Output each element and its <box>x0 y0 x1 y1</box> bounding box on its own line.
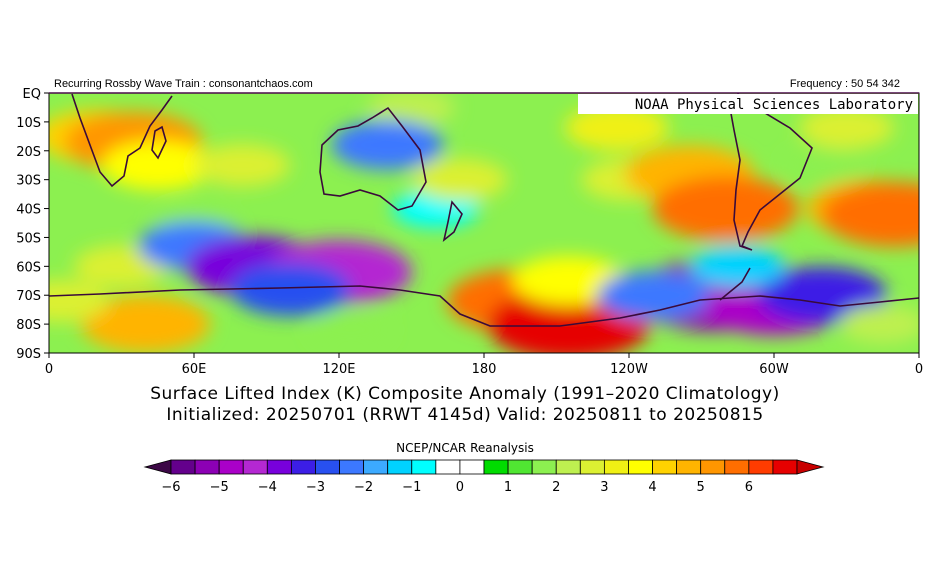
longitude-axis: 0 60E 120E 180 120W 60W 0 <box>45 353 923 377</box>
chart-title: Surface Lifted Index (K) Composite Anoma… <box>150 384 780 404</box>
anomaly-region <box>311 312 391 348</box>
colorbar-swatch <box>531 459 557 475</box>
madagascar-outline <box>151 125 167 160</box>
lat-tick-label: 70S <box>16 289 41 304</box>
lat-tick-label: 80S <box>16 318 41 333</box>
colorbar-swatch <box>218 459 244 475</box>
colorbar-tick-label: 3 <box>600 480 608 495</box>
colorbar-tick-label: 6 <box>745 480 753 495</box>
colorbar-swatch <box>700 459 726 475</box>
lon-tick-label: 120E <box>322 362 355 377</box>
colorbar-swatch <box>724 459 750 475</box>
lat-tick-label: 50S <box>16 231 41 246</box>
colorbar-swatch <box>507 459 533 475</box>
colorbar-swatch <box>363 459 389 475</box>
anomaly-region <box>368 93 455 127</box>
colorbar-swatch <box>290 459 316 475</box>
colorbar-swatch <box>628 459 653 475</box>
anomaly-region <box>798 106 895 149</box>
lat-tick-label: 40S <box>16 203 41 218</box>
anomaly-region <box>412 158 508 201</box>
lab-label: NOAA Physical Sciences Laboratory <box>635 97 913 113</box>
colorbar-tick-label: 0 <box>456 480 464 495</box>
lat-tick-label: EQ <box>23 87 41 102</box>
latitude-axis: EQ 10S 20S 30S 40S 50S 60S 70S 80S 90S <box>16 87 49 362</box>
lon-tick-label: 60W <box>759 362 789 377</box>
anomaly-region <box>331 120 444 170</box>
colorbar-swatch <box>411 459 437 475</box>
colorbar-swatch <box>652 459 678 475</box>
colorbar-swatch <box>194 459 220 475</box>
lat-tick-label: 60S <box>16 260 41 275</box>
colorbar-tick-label: 1 <box>504 480 512 495</box>
colorbar-swatch <box>579 459 605 475</box>
colorbar-tick-label: −5 <box>210 480 229 495</box>
lat-tick-label: 10S <box>16 116 41 131</box>
land-outlines <box>49 93 919 327</box>
lon-tick-label: 0 <box>45 362 53 377</box>
colorbar-swatch <box>387 459 413 475</box>
colorbar-swatch <box>772 459 798 475</box>
australia-outline <box>319 106 427 211</box>
colorbar-low-arrow <box>143 459 172 475</box>
colorbar-swatch <box>483 459 509 475</box>
colorbar-swatch <box>459 459 485 475</box>
lat-tick-label: 90S <box>16 347 41 362</box>
colorbar-tick-label: −3 <box>306 480 325 495</box>
lat-tick-label: 20S <box>16 145 41 160</box>
anomaly-region <box>230 262 352 317</box>
colorbar-tick-label: −1 <box>402 480 421 495</box>
lon-tick-label: 0 <box>915 362 923 377</box>
colorbar-swatch <box>603 459 629 475</box>
lon-tick-label: 120W <box>610 362 648 377</box>
lon-tick-label: 180 <box>472 362 497 377</box>
colorbar-tick-label: −4 <box>258 480 277 495</box>
anomaly-region <box>757 266 887 324</box>
anomaly-region <box>839 304 919 344</box>
colorbar-swatch <box>242 459 268 475</box>
lon-tick-label: 60E <box>182 362 207 377</box>
colorbar-swatch <box>555 459 581 475</box>
colorbar-swatch <box>748 459 774 475</box>
colorbar-tick-label: 4 <box>648 480 656 495</box>
colorbar-swatch <box>266 459 292 475</box>
anomaly-region <box>690 245 786 288</box>
colorbar-swatch <box>435 459 461 475</box>
anomaly-region <box>597 270 710 320</box>
anomaly-region <box>783 147 862 183</box>
colorbar-swatch <box>676 459 702 475</box>
antarctica-coast <box>49 285 919 327</box>
antarctic-peninsula-outline <box>719 267 751 301</box>
colorbar: −6 −5 −4 −3 −2 −1 0 1 2 3 4 5 6 <box>143 459 825 495</box>
lab-label-box <box>578 94 918 114</box>
colorbar-swatch <box>170 459 196 475</box>
source-label: Recurring Rossby Wave Train : consonantc… <box>54 78 313 90</box>
anomaly-region <box>194 144 290 187</box>
anomaly-region <box>49 280 109 322</box>
colorbar-tick-label: −6 <box>161 480 180 495</box>
colorbar-swatch <box>315 459 340 475</box>
south-america-outline <box>729 93 813 251</box>
frequency-label: Frequency : 50 54 342 <box>789 78 900 90</box>
africa-outline <box>71 93 173 188</box>
colorbar-tick-label: 2 <box>552 480 560 495</box>
colorbar-high-arrow <box>796 459 825 475</box>
colorbar-title: NCEP/NCAR Reanalysis <box>396 441 534 455</box>
colorbar-tick-label: −2 <box>354 480 373 495</box>
anomaly-region <box>652 176 799 241</box>
anomaly-region <box>101 140 214 190</box>
colorbar-tick-label: 5 <box>697 480 705 495</box>
anomaly-region <box>512 256 625 306</box>
colorbar-swatch <box>339 459 365 475</box>
anomaly-region <box>821 182 919 247</box>
lat-tick-label: 30S <box>16 174 41 189</box>
anomaly-region <box>81 295 211 353</box>
chart-subtitle: Initialized: 20250701 (RRWT 4145d) Valid… <box>166 405 764 425</box>
anomaly-region <box>565 104 669 151</box>
new-zealand-outline <box>442 200 463 243</box>
